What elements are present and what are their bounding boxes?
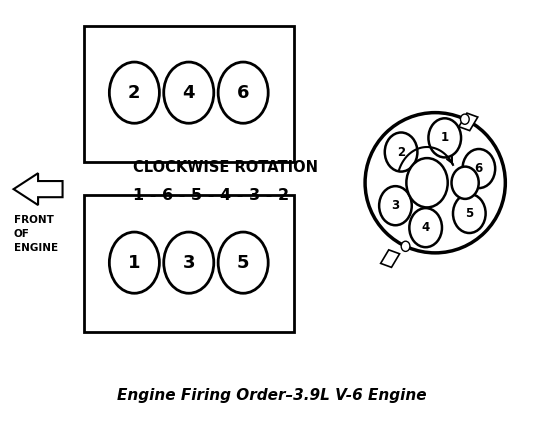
Text: 6: 6 <box>475 162 483 175</box>
Text: 1: 1 <box>128 254 140 272</box>
Text: Engine Firing Order–3.9L V-6 Engine: Engine Firing Order–3.9L V-6 Engine <box>117 388 427 403</box>
Bar <box>84 196 294 332</box>
Text: 1: 1 <box>441 131 449 144</box>
Ellipse shape <box>365 113 505 253</box>
Ellipse shape <box>409 208 442 247</box>
Ellipse shape <box>462 149 495 188</box>
Text: 2: 2 <box>128 84 140 102</box>
Text: 5: 5 <box>237 254 249 272</box>
Text: 4: 4 <box>422 221 430 234</box>
Text: 1 - 6 - 5 - 4 - 3 - 2: 1 - 6 - 5 - 4 - 3 - 2 <box>133 188 289 203</box>
Ellipse shape <box>379 186 412 225</box>
Ellipse shape <box>429 118 461 157</box>
Text: 6: 6 <box>237 84 249 102</box>
Text: FRONT
OF
ENGINE: FRONT OF ENGINE <box>14 215 58 252</box>
Text: 4: 4 <box>183 84 195 102</box>
Text: CLOCKWISE ROTATION: CLOCKWISE ROTATION <box>133 160 318 176</box>
Ellipse shape <box>452 167 479 199</box>
Bar <box>84 26 294 162</box>
Ellipse shape <box>401 241 410 252</box>
Text: 3: 3 <box>183 254 195 272</box>
Ellipse shape <box>453 194 486 233</box>
Ellipse shape <box>109 62 159 123</box>
FancyArrow shape <box>14 173 63 205</box>
Ellipse shape <box>164 232 214 293</box>
Text: 2: 2 <box>397 145 405 159</box>
Text: 5: 5 <box>465 207 473 220</box>
Ellipse shape <box>460 114 469 124</box>
Bar <box>459 113 478 130</box>
Ellipse shape <box>164 62 214 123</box>
Ellipse shape <box>218 62 268 123</box>
Ellipse shape <box>406 158 448 207</box>
Ellipse shape <box>218 232 268 293</box>
Text: 3: 3 <box>391 199 399 212</box>
Ellipse shape <box>385 133 417 172</box>
Bar <box>381 250 400 267</box>
Ellipse shape <box>109 232 159 293</box>
